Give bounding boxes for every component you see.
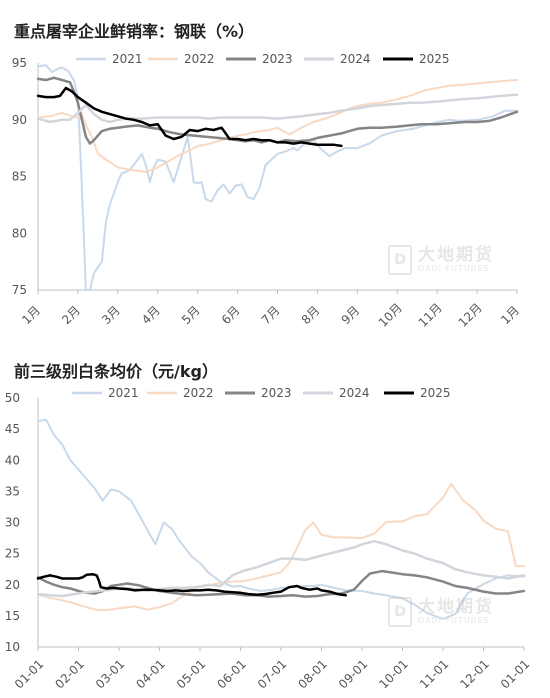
y-tick-label: 75: [12, 283, 27, 297]
watermark-logo-icon: D: [388, 597, 412, 627]
legend-label: 2025: [420, 386, 451, 400]
x-tick-label: 5月: [179, 303, 203, 327]
legend-label: 2021: [108, 386, 139, 400]
carcass-price-chart: 前三级别白条均价（元/kg） 10 15 20 25 30 35 40 45 50 01-01 02…: [0, 345, 550, 698]
x-tick-label: 05-01: [174, 657, 209, 692]
legend-label: 2023: [262, 52, 293, 66]
series-line-2022: [37, 79, 518, 173]
x-tick-label: 06-01: [214, 657, 249, 692]
series-line-2021: [37, 64, 518, 291]
x-tick-label: 6月: [219, 303, 243, 327]
watermark-text-cn: 大地期货: [418, 245, 494, 265]
watermark-text-en: DADI FUTURES: [418, 616, 490, 625]
x-tick-label: 09-01: [336, 657, 371, 692]
y-tick-label: 80: [12, 226, 27, 240]
y-tick-label: 15: [5, 609, 20, 623]
y-tick-label: 20: [5, 578, 20, 592]
x-tick-label: 07-01: [255, 657, 290, 692]
y-tick-label: 95: [12, 56, 27, 70]
y-tick-label: 90: [12, 113, 27, 127]
legend-label: 2023: [261, 386, 292, 400]
series-line-2022: [37, 482, 525, 612]
series-line-2024: [36, 93, 519, 124]
x-tick-label: 4月: [139, 303, 163, 327]
y-tick-label: 30: [5, 516, 20, 530]
series-line-2021: [37, 418, 525, 620]
x-tick-label: 04-01: [133, 657, 168, 692]
legend-label: 2025: [419, 52, 450, 66]
x-tick-label: 11-01: [417, 657, 452, 692]
legend-label: 2024: [340, 52, 371, 66]
x-tick-label: 12月: [456, 301, 485, 330]
x-tick-label: 12-01: [457, 657, 492, 692]
y-tick-label: 10: [5, 640, 20, 654]
x-tick-label: 3月: [99, 303, 123, 327]
series-line-2025: [36, 572, 348, 597]
legend-label: 2022: [184, 52, 215, 66]
x-tick-label: 10-01: [376, 657, 411, 692]
chart-title: 前三级别白条均价（元/kg）: [14, 362, 218, 381]
watermark: D 大地期货 DADI FUTURES: [388, 597, 494, 627]
x-tick-label: 1月: [19, 303, 43, 327]
watermark-text-cn: 大地期货: [418, 597, 494, 617]
chart-title: 重点屠宰企业鲜销率：钢联（%）: [14, 22, 255, 41]
x-tick-label: 2月: [59, 303, 83, 327]
y-tick-label: 35: [5, 484, 20, 498]
fresh-sales-rate-chart: 重点屠宰企业鲜销率：钢联（%） 75 80 85 90 95 1月 2月 3月 4月 5月 6月 7月…: [0, 0, 550, 345]
y-tick-label: 85: [12, 170, 27, 184]
chart-plot: 75 80 85 90 95 1月 2月 3月 4月 5月 6月 7月 8月 9月 10月 11月 12月 1月 2…: [12, 52, 522, 330]
legend-label: 2024: [339, 386, 370, 400]
x-tick-label: 8月: [299, 303, 323, 327]
y-tick-label: 50: [5, 391, 20, 405]
x-tick-label: 1月: [498, 303, 522, 327]
x-tick-label: 03-01: [93, 657, 128, 692]
y-tick-label: 25: [5, 547, 20, 561]
y-tick-label: 45: [5, 422, 20, 436]
legend-label: 2022: [183, 386, 214, 400]
series-line-2023: [36, 76, 519, 145]
watermark-logo-icon: D: [388, 245, 412, 275]
x-tick-label: 7月: [259, 303, 283, 327]
x-tick-label: 01-01: [12, 657, 47, 692]
watermark-text-en: DADI FUTURES: [418, 264, 490, 273]
series-line-2025: [36, 86, 343, 148]
x-tick-label: 9月: [339, 303, 363, 327]
x-tick-label: 01-01: [498, 657, 533, 692]
watermark: D 大地期货 DADI FUTURES: [388, 245, 494, 275]
y-tick-label: 40: [5, 453, 20, 467]
x-tick-label: 10月: [376, 301, 405, 330]
x-tick-label: 08-01: [295, 657, 330, 692]
legend-label: 2021: [112, 52, 143, 66]
x-tick-label: 02-01: [52, 657, 87, 692]
x-tick-label: 11月: [416, 301, 445, 330]
